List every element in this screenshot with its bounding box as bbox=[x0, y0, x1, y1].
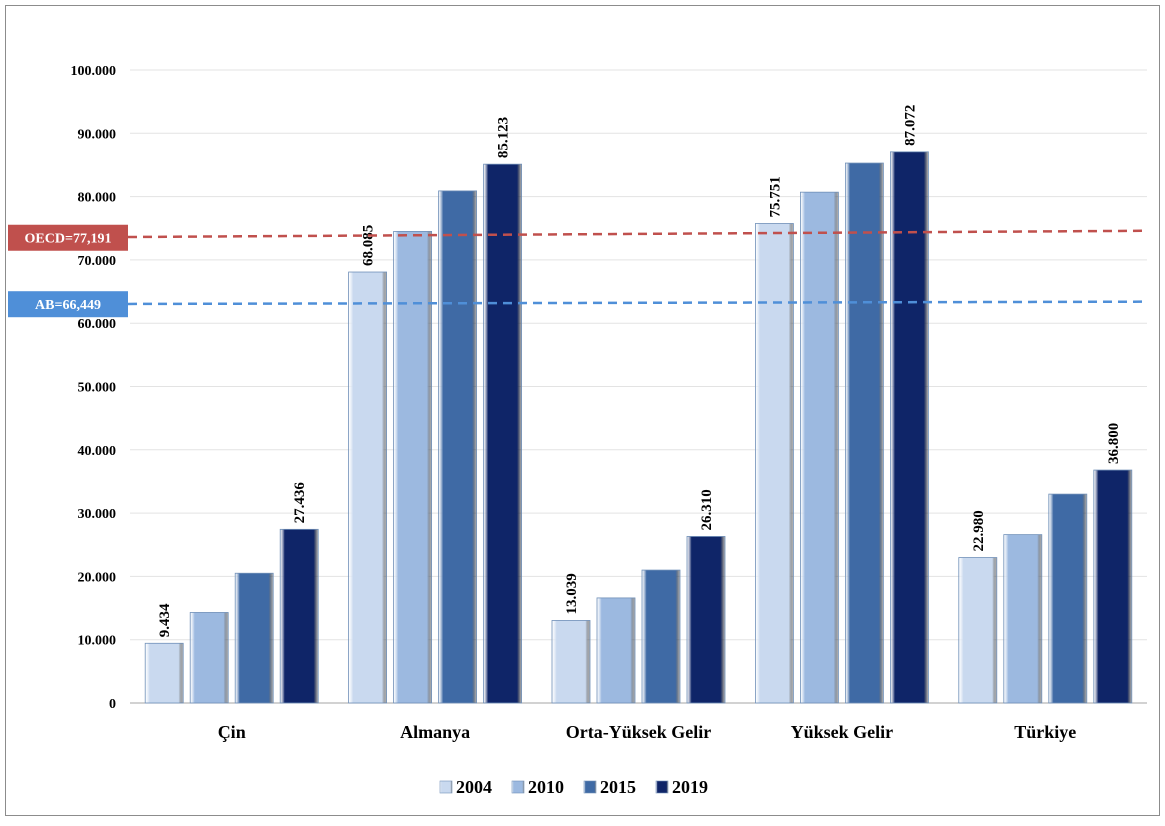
reference-label: AB=66,449 bbox=[35, 298, 101, 313]
y-tick-label: 80.000 bbox=[78, 191, 117, 206]
data-label: 9.434 bbox=[157, 603, 173, 637]
bar bbox=[596, 597, 636, 704]
y-tick-label: 10.000 bbox=[78, 634, 117, 649]
legend-label: 2010 bbox=[528, 777, 564, 797]
bar bbox=[1048, 493, 1088, 704]
legend-label: 2019 bbox=[672, 777, 708, 797]
data-label: 13.039 bbox=[564, 573, 580, 614]
bar bbox=[890, 151, 929, 704]
bar bbox=[686, 536, 726, 704]
y-tick-label: 40.000 bbox=[78, 444, 117, 459]
y-tick-label: 100.000 bbox=[71, 64, 117, 79]
bars bbox=[144, 151, 1133, 704]
y-axis-ticks: 0 10.000 20.000 30.000 40.000 50.000 60.000 70.… bbox=[71, 64, 117, 712]
x-tick-label: Türkiye bbox=[1014, 722, 1076, 742]
x-tick-label: Almanya bbox=[400, 722, 470, 742]
data-label: 85.123 bbox=[496, 117, 512, 158]
data-label: 36.800 bbox=[1106, 423, 1122, 464]
data-label: 75.751 bbox=[767, 176, 783, 217]
data-labels: 9.434 27.436 68.085 85.123 13.039 26.310 75.75… bbox=[157, 105, 1122, 638]
legend: 2004 2010 2015 2019 bbox=[439, 777, 708, 797]
y-tick-label: 30.000 bbox=[78, 507, 117, 522]
bar bbox=[551, 620, 591, 704]
reference-tag bbox=[8, 224, 128, 251]
bar bbox=[189, 612, 229, 704]
legend-swatch bbox=[511, 780, 525, 794]
reference-lines: OECD=77,191 AB=66,449 bbox=[7, 224, 1146, 318]
x-tick-label: Çin bbox=[218, 722, 246, 742]
y-tick-label: 20.000 bbox=[78, 570, 117, 585]
bar bbox=[234, 572, 274, 704]
data-label: 26.310 bbox=[699, 489, 715, 530]
legend-label: 2004 bbox=[456, 777, 492, 797]
bar bbox=[144, 642, 184, 704]
bar bbox=[958, 557, 998, 704]
reference-tag bbox=[8, 291, 128, 318]
bar bbox=[1093, 469, 1133, 704]
x-axis-ticks: Çin Almanya Orta-Yüksek Gelir Yüksek Gelir T… bbox=[218, 722, 1077, 742]
data-label: 27.436 bbox=[292, 482, 308, 524]
reference-line bbox=[7, 300, 1146, 306]
y-tick-label: 50.000 bbox=[78, 381, 117, 396]
y-tick-label: 60.000 bbox=[78, 317, 117, 332]
bar bbox=[800, 191, 839, 704]
y-tick-label: 0 bbox=[109, 697, 116, 712]
bar bbox=[438, 190, 478, 704]
bar bbox=[641, 569, 681, 704]
y-tick-label: 90.000 bbox=[78, 127, 117, 142]
data-label: 87.072 bbox=[902, 105, 918, 146]
bar bbox=[279, 528, 319, 704]
legend-label: 2015 bbox=[600, 777, 636, 797]
bar bbox=[755, 223, 794, 704]
bar bbox=[393, 231, 433, 704]
legend-swatch bbox=[439, 780, 453, 794]
bar bbox=[483, 163, 523, 704]
bar bbox=[1003, 534, 1043, 704]
x-tick-label: Yüksek Gelir bbox=[791, 722, 894, 742]
y-tick-label: 70.000 bbox=[78, 254, 117, 269]
legend-swatch bbox=[583, 780, 597, 794]
reference-label: OECD=77,191 bbox=[25, 232, 112, 247]
bar bbox=[845, 162, 884, 704]
reference-line bbox=[7, 229, 1146, 239]
data-label: 68.085 bbox=[361, 225, 377, 266]
x-tick-label: Orta-Yüksek Gelir bbox=[566, 722, 712, 742]
data-label: 22.980 bbox=[971, 510, 987, 551]
bar bbox=[348, 271, 388, 704]
legend-swatch bbox=[655, 780, 669, 794]
